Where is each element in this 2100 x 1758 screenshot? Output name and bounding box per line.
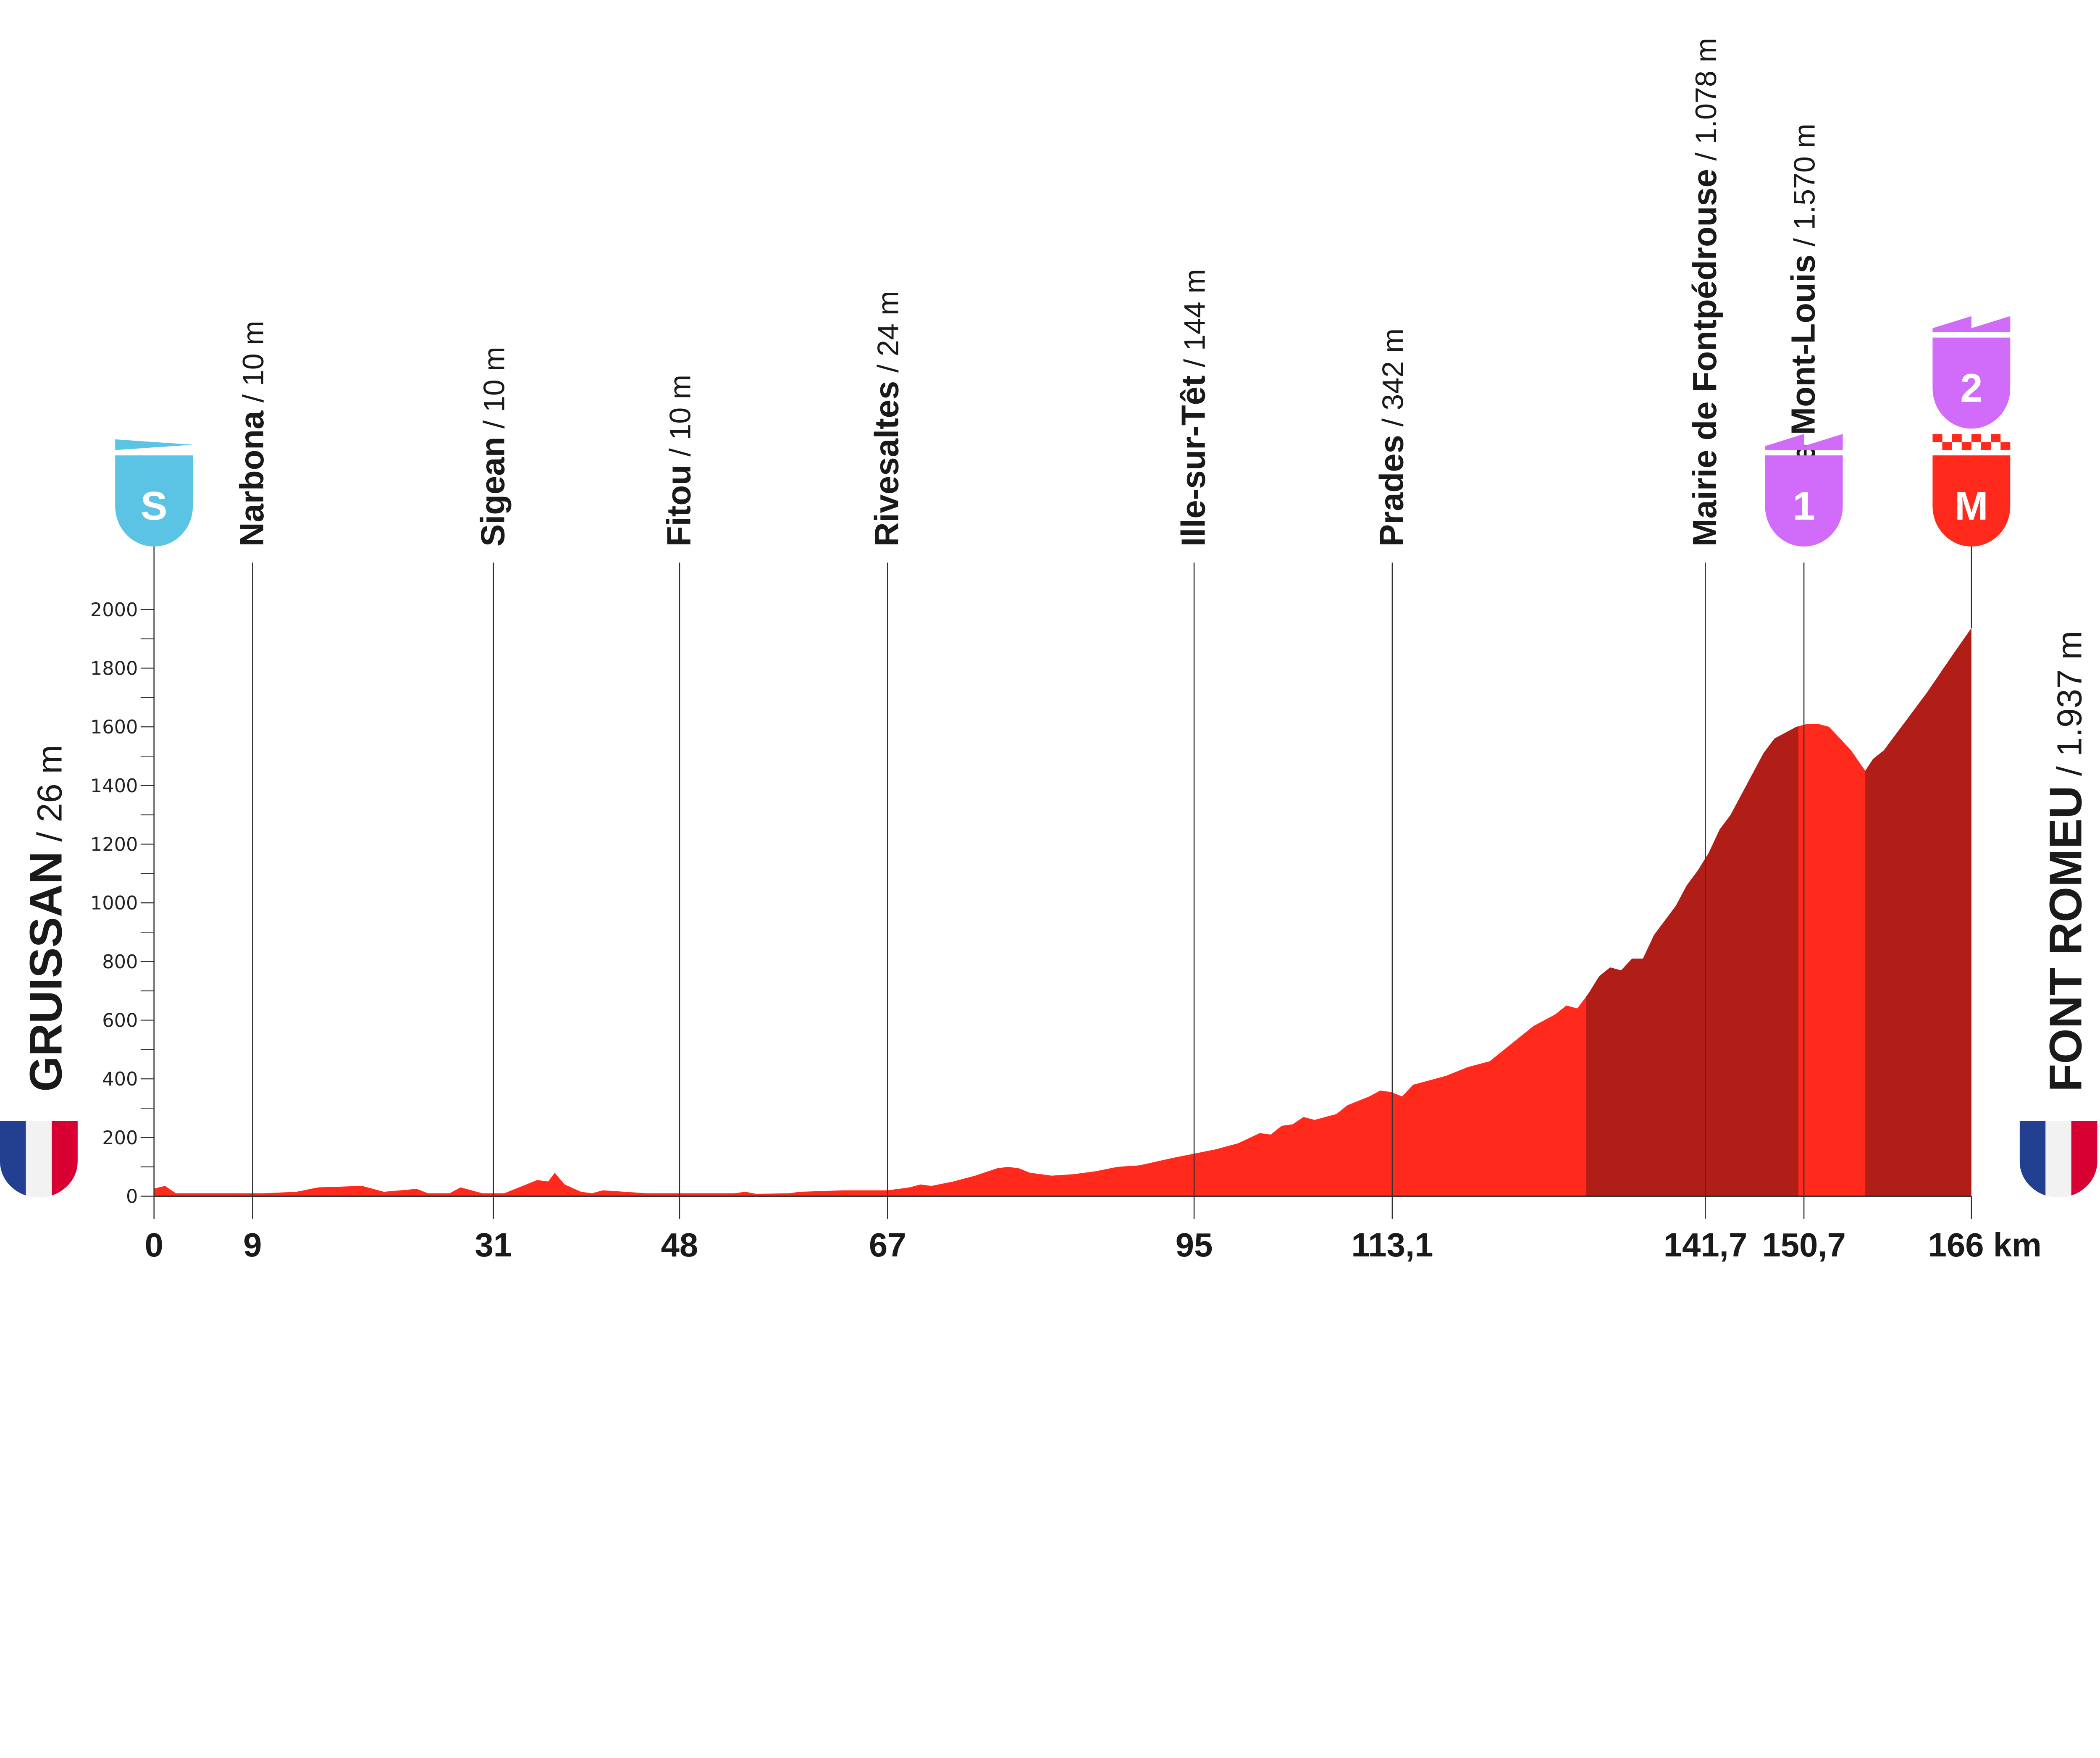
km-label: 31 bbox=[475, 1226, 512, 1264]
flag-stripe-red bbox=[52, 1121, 78, 1198]
y-tick-label: 1400 bbox=[90, 775, 138, 797]
waypoint-altitude: / 10 m bbox=[236, 321, 270, 410]
badge-shape bbox=[1765, 455, 1843, 547]
checkered-flag-icon bbox=[1952, 434, 1962, 442]
climb-category-2-badge: 2 bbox=[1932, 316, 2011, 429]
checkered-flag-icon bbox=[1991, 434, 2001, 442]
waypoint-name: Ille-sur-Têt bbox=[1175, 376, 1212, 547]
km-label: 141,7 bbox=[1664, 1226, 1747, 1264]
waypoint-label: Mairie de Fontpédrouse / 1.078 m bbox=[1686, 38, 1723, 547]
waypoint-name: Prades bbox=[1373, 435, 1410, 547]
waypoint-name: Sigean bbox=[474, 437, 511, 547]
france-flag-icon-start bbox=[0, 1121, 78, 1198]
badge-shape bbox=[1932, 455, 2011, 547]
badge-label: 1 bbox=[1793, 484, 1815, 528]
waypoint-altitude: / 342 m bbox=[1376, 328, 1409, 435]
flag-stripe-red bbox=[2071, 1121, 2097, 1198]
y-tick-label: 1800 bbox=[90, 658, 138, 680]
climb-section-area bbox=[1865, 628, 1971, 1196]
finish-town-label: FONT ROMEU / 1.937 m bbox=[2040, 631, 2091, 1092]
start-town-label-altitude: / 26 m bbox=[30, 745, 69, 851]
start-town-label: GRUISSAN / 26 m bbox=[21, 745, 71, 1092]
y-tick-label: 400 bbox=[102, 1068, 138, 1090]
flag-stripe-white bbox=[2045, 1121, 2072, 1198]
waypoint-label: Sigean / 10 m bbox=[474, 347, 511, 547]
waypoint-label: Fitou / 10 m bbox=[660, 375, 697, 547]
climb-category-1-badge: 1 bbox=[1765, 434, 1843, 547]
km-label: 113,1 bbox=[1351, 1226, 1433, 1264]
checkered-flag-icon bbox=[1932, 434, 1942, 442]
climb-section-area bbox=[1586, 726, 1799, 1196]
km-label: 150,7 bbox=[1762, 1226, 1845, 1264]
y-tick-label: 2000 bbox=[90, 599, 138, 621]
y-tick-label: 200 bbox=[102, 1127, 138, 1149]
waypoint-altitude: / 24 m bbox=[872, 291, 905, 381]
waypoint-altitude: / 10 m bbox=[477, 347, 510, 436]
badge-label: S bbox=[141, 484, 168, 528]
waypoint-altitude: / 1.078 m bbox=[1689, 38, 1722, 169]
waypoint-altitude: / 1.570 m bbox=[1788, 124, 1821, 255]
checkered-flag-icon bbox=[1961, 442, 1971, 450]
km-label: 166 km bbox=[1928, 1226, 2042, 1264]
y-tick-label: 1000 bbox=[90, 892, 138, 914]
y-tick-label: 1600 bbox=[90, 716, 138, 738]
france-flag-icon-finish bbox=[2019, 1121, 2097, 1198]
waypoint-label: Ille-sur-Têt / 144 m bbox=[1175, 269, 1212, 547]
km-label: 9 bbox=[243, 1226, 262, 1264]
elevation-profile-chart: 0 200 400 600 800 1000 1200 1400 1600 1800 2000 Nar… bbox=[0, 38, 2097, 1264]
badge-label: M bbox=[1955, 484, 1988, 528]
finish-town-label-name: FONT ROMEU bbox=[2040, 786, 2091, 1092]
start-town-label-name: GRUISSAN bbox=[21, 851, 71, 1092]
stage-profile: 0 200 400 600 800 1000 1200 1400 1600 1800 2000 Nar… bbox=[0, 38, 2097, 1264]
y-tick-label: 1200 bbox=[90, 834, 138, 856]
start-badge: S bbox=[115, 439, 193, 547]
badge-shape bbox=[1932, 337, 2011, 429]
waypoint-name: Narbona bbox=[233, 410, 270, 547]
km-label: 0 bbox=[145, 1226, 163, 1264]
waypoint-name: Fitou bbox=[660, 465, 697, 547]
y-tick-label: 0 bbox=[126, 1186, 138, 1208]
badge-shape bbox=[115, 455, 193, 547]
mountain-peaks-icon bbox=[1932, 316, 2011, 332]
flag-stripe-blue bbox=[0, 1121, 26, 1198]
waypoint-altitude: / 144 m bbox=[1178, 269, 1211, 375]
km-label: 95 bbox=[1176, 1226, 1213, 1264]
checkered-flag-icon bbox=[2000, 442, 2011, 450]
flag-icon bbox=[115, 439, 193, 450]
finish-town-label-altitude: / 1.937 m bbox=[2050, 631, 2089, 786]
km-label: 48 bbox=[661, 1226, 698, 1264]
km-label: 67 bbox=[869, 1226, 906, 1264]
checkered-flag-icon bbox=[1942, 442, 1952, 450]
profile-area bbox=[154, 996, 1586, 1196]
checkered-flag-icon bbox=[1981, 442, 1991, 450]
waypoint-label: Prades / 342 m bbox=[1373, 328, 1410, 547]
badge-label: 2 bbox=[1960, 366, 1982, 411]
climb-section-area bbox=[1798, 724, 1866, 1196]
waypoint-label: Rivesaltes / 24 m bbox=[868, 291, 906, 547]
waypoint-altitude: / 10 m bbox=[663, 375, 696, 465]
summit-finish-badge: M bbox=[1932, 434, 2011, 547]
waypoint-name: Mairie de Fontpédrouse bbox=[1686, 169, 1723, 547]
checkered-flag-icon bbox=[1971, 434, 1981, 442]
flag-stripe-white bbox=[26, 1121, 52, 1198]
y-tick-label: 600 bbox=[102, 1010, 138, 1032]
mountain-peaks-icon bbox=[1765, 434, 1843, 450]
flag-stripe-blue bbox=[2019, 1121, 2046, 1198]
waypoint-label: Narbona / 10 m bbox=[233, 321, 270, 547]
y-tick-label: 800 bbox=[102, 951, 138, 973]
waypoint-name: Rivesaltes bbox=[868, 381, 906, 547]
